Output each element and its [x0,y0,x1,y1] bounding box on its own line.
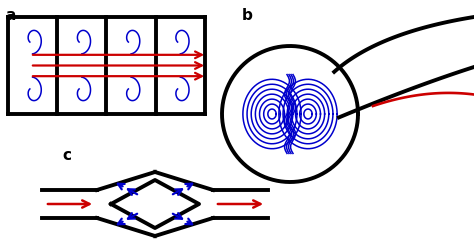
Text: c: c [62,147,71,162]
Text: b: b [242,8,253,23]
Text: a: a [5,8,15,23]
